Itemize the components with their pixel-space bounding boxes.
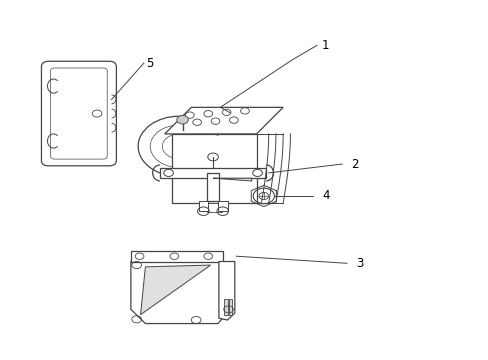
FancyBboxPatch shape bbox=[51, 68, 107, 159]
Text: 3: 3 bbox=[355, 257, 363, 270]
Polygon shape bbox=[219, 261, 234, 320]
Text: 5: 5 bbox=[146, 57, 154, 69]
Text: 4: 4 bbox=[321, 189, 329, 202]
Bar bbox=[228, 299, 232, 315]
Polygon shape bbox=[164, 107, 283, 134]
FancyBboxPatch shape bbox=[41, 61, 116, 166]
Polygon shape bbox=[140, 265, 210, 315]
Text: 2: 2 bbox=[350, 158, 358, 171]
Bar bbox=[160, 168, 265, 178]
Polygon shape bbox=[213, 178, 251, 181]
Bar bbox=[131, 251, 223, 261]
Polygon shape bbox=[198, 201, 208, 211]
Bar bbox=[206, 173, 219, 201]
Text: 1: 1 bbox=[321, 39, 329, 52]
Circle shape bbox=[177, 116, 188, 124]
Bar bbox=[224, 299, 227, 315]
Polygon shape bbox=[131, 261, 223, 324]
Bar bbox=[172, 134, 256, 203]
Polygon shape bbox=[206, 203, 221, 212]
Polygon shape bbox=[218, 201, 227, 211]
